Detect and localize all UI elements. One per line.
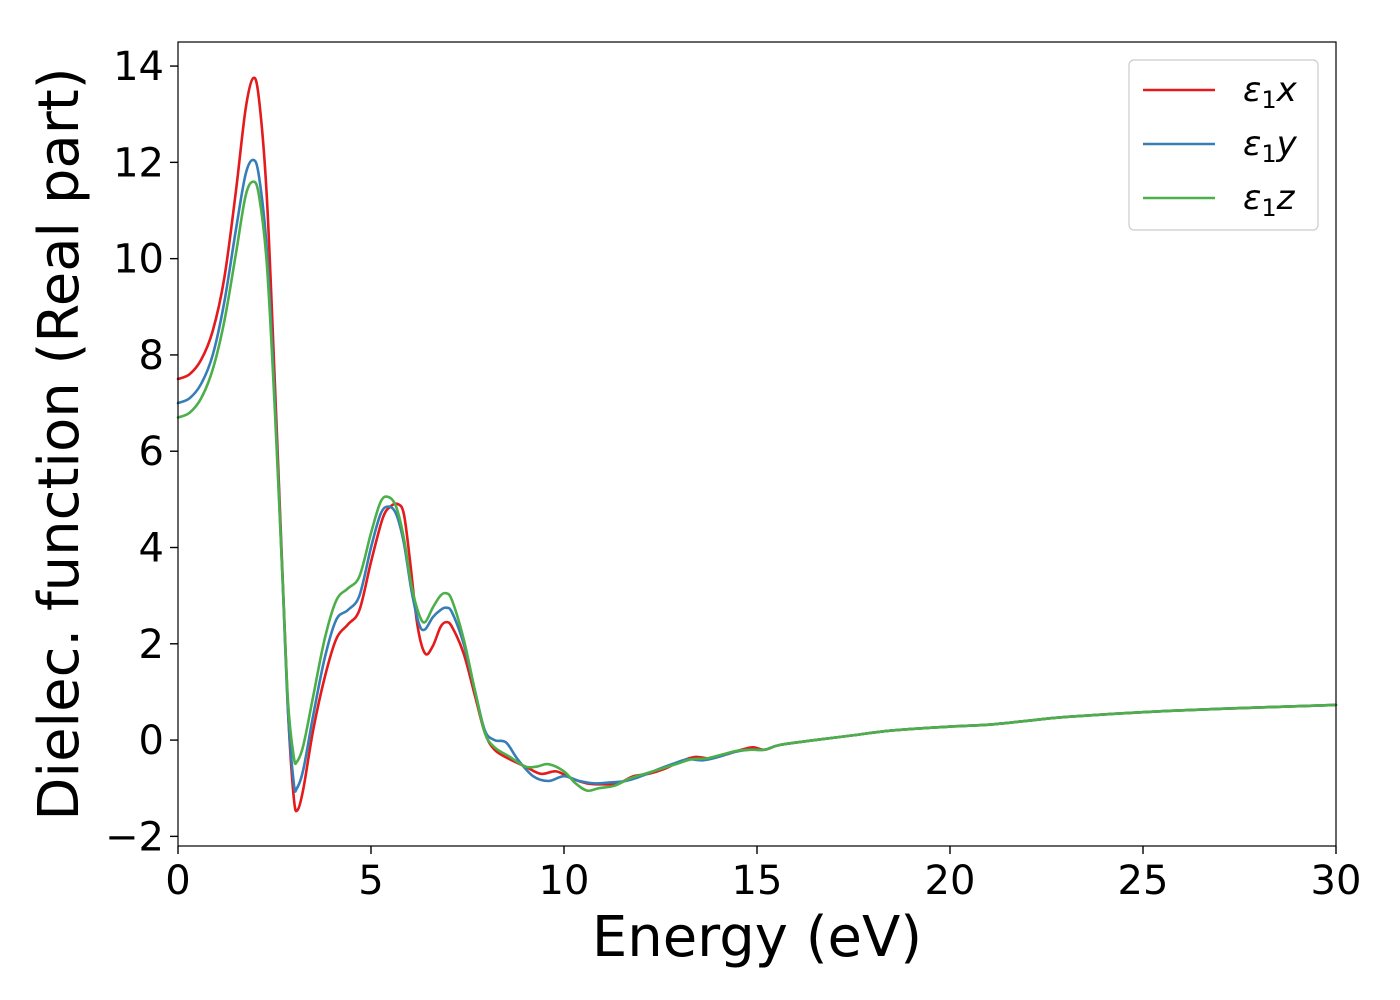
x-tick-label: 20 [925,858,976,904]
x-tick-label: 25 [1118,858,1169,904]
y-tick-label: 4 [139,526,164,572]
y-tick-label: 12 [113,140,164,186]
y-tick-label: 0 [139,718,164,764]
legend: ε1x ε1y ε1z [1128,59,1319,231]
series-layer [176,76,1338,813]
x-axis-label: Energy (eV) [592,905,922,970]
y-tick-label: 6 [139,429,164,475]
x-tick-label: 5 [358,858,383,904]
plot-area [176,41,1338,847]
y-tick-label: 8 [139,333,164,379]
y-tick-label: −2 [105,814,164,860]
y-tick-label: 10 [113,237,164,283]
x-axis-ticks: 0 5 10 15 20 25 30 [165,846,1361,904]
x-tick-label: 0 [165,858,190,904]
legend-box [1128,59,1319,231]
legend-label-y: ε1y [1243,124,1298,168]
x-tick-label: 30 [1311,858,1362,904]
y-tick-label: 2 [139,622,164,668]
y-axis-label: Dielec. function (Real part) [27,67,92,820]
y-tick-label: 14 [113,44,164,90]
x-tick-label: 15 [732,858,783,904]
y-axis-ticks: −2 0 2 4 6 8 10 12 14 [105,44,178,860]
x-tick-label: 10 [539,858,590,904]
series-line-z [176,180,1338,793]
legend-label-z: ε1z [1243,178,1296,222]
legend-label-x: ε1x [1243,70,1298,114]
